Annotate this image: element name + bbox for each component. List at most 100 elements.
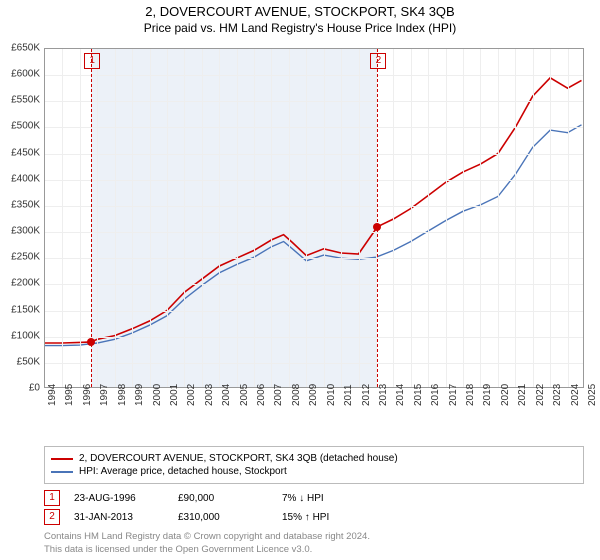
x-axis-label: 1994 [47,384,58,406]
gridline-v [132,49,133,387]
x-axis-label: 2013 [378,384,389,406]
gridline-h [45,363,583,364]
legend-label: 2, DOVERCOURT AVENUE, STOCKPORT, SK4 3QB… [79,453,398,464]
plot-area: 12 [44,48,584,388]
x-axis-label: 2011 [343,384,354,406]
gridline-v [515,49,516,387]
x-axis-label: 2024 [570,384,581,406]
gridline-h [45,311,583,312]
gridline-h [45,284,583,285]
gridline-v [463,49,464,387]
x-axis-label: 2006 [256,384,267,406]
gridline-v [219,49,220,387]
event-point [87,338,95,346]
gridline-v [393,49,394,387]
event-id-box: 1 [44,490,60,506]
legend-label: HPI: Average price, detached house, Stoc… [79,466,287,477]
gridline-v [289,49,290,387]
gridline-h [45,154,583,155]
gridline-v [237,49,238,387]
x-axis-label: 1999 [134,384,145,406]
event-point [373,223,381,231]
gridline-v [306,49,307,387]
gridline-h [45,75,583,76]
series-line [45,125,582,346]
event-date: 31-JAN-2013 [74,512,164,523]
gridline-h [45,258,583,259]
gridline-v [533,49,534,387]
x-axis-label: 2004 [221,384,232,406]
footer-line: Contains HM Land Registry data © Crown c… [44,531,584,543]
x-axis-label: 1996 [82,384,93,406]
x-axis-label: 2017 [448,384,459,406]
x-axis-label: 1995 [64,384,75,406]
event-vline [91,49,92,387]
legend-swatch [51,471,73,473]
event-price: £310,000 [178,512,268,523]
x-axis-label: 2008 [291,384,302,406]
events-table: 123-AUG-1996£90,0007% ↓ HPI231-JAN-2013£… [44,490,584,525]
x-axis-label: 2023 [552,384,563,406]
gridline-v [446,49,447,387]
gridline-v [115,49,116,387]
legend-row: 2, DOVERCOURT AVENUE, STOCKPORT, SK4 3QB… [51,453,577,464]
gridline-v [167,49,168,387]
title-subtitle: Price paid vs. HM Land Registry's House … [0,21,600,35]
x-axis-label: 2015 [413,384,424,406]
gridline-h [45,337,583,338]
gridline-v [359,49,360,387]
legend-swatch [51,458,73,460]
gridline-v [411,49,412,387]
gridline-v [254,49,255,387]
y-axis-label: £150K [0,304,40,315]
gridline-h [45,232,583,233]
x-axis-label: 1998 [117,384,128,406]
gridline-h [45,101,583,102]
y-axis-label: £450K [0,147,40,158]
gridline-v [271,49,272,387]
x-axis-label: 2010 [326,384,337,406]
series-line [45,78,582,343]
event-vline [377,49,378,387]
x-axis-label: 2014 [395,384,406,406]
chart: 12 [44,48,584,422]
y-axis-label: £200K [0,278,40,289]
event-price: £90,000 [178,493,268,504]
x-axis-label: 2018 [465,384,476,406]
event-marker-box: 1 [84,53,100,69]
gridline-v [480,49,481,387]
gridline-h [45,180,583,181]
x-axis-label: 2003 [204,384,215,406]
legend-area: 2, DOVERCOURT AVENUE, STOCKPORT, SK4 3QB… [44,446,584,556]
x-axis-label: 2002 [186,384,197,406]
gridline-v [324,49,325,387]
x-axis-label: 2025 [587,384,598,406]
x-axis-label: 2020 [500,384,511,406]
gridline-v [150,49,151,387]
y-axis-label: £250K [0,252,40,263]
series-legend: 2, DOVERCOURT AVENUE, STOCKPORT, SK4 3QB… [44,446,584,484]
gridline-h [45,127,583,128]
x-axis-label: 2021 [517,384,528,406]
y-axis-label: £600K [0,69,40,80]
gridline-v [550,49,551,387]
y-axis-label: £0 [0,383,40,394]
x-axis-label: 2009 [308,384,319,406]
y-axis-label: £100K [0,330,40,341]
event-date: 23-AUG-1996 [74,493,164,504]
x-axis-label: 2019 [482,384,493,406]
y-axis-label: £650K [0,43,40,54]
x-axis-label: 2005 [239,384,250,406]
y-axis-label: £300K [0,226,40,237]
y-axis-label: £350K [0,199,40,210]
x-axis-label: 2012 [361,384,372,406]
event-delta: 15% ↑ HPI [282,512,372,523]
line-layer [45,49,585,389]
gridline-h [45,206,583,207]
y-axis-label: £400K [0,173,40,184]
x-axis-label: 2007 [273,384,284,406]
gridline-v [428,49,429,387]
gridline-v [202,49,203,387]
gridline-v [341,49,342,387]
gridline-v [498,49,499,387]
